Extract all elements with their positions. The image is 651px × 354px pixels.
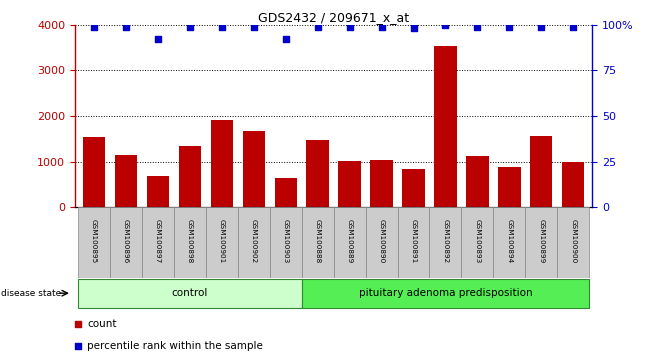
Bar [339, 161, 361, 207]
Text: count: count [87, 319, 117, 329]
Text: GSM100903: GSM100903 [283, 219, 288, 263]
Bar [434, 46, 456, 207]
FancyBboxPatch shape [206, 207, 238, 278]
Text: percentile rank within the sample: percentile rank within the sample [87, 341, 263, 352]
Title: GDS2432 / 209671_x_at: GDS2432 / 209671_x_at [258, 11, 409, 24]
Bar [115, 155, 137, 207]
Text: GSM100899: GSM100899 [538, 219, 544, 263]
Point [217, 24, 227, 29]
Bar [178, 145, 201, 207]
FancyBboxPatch shape [430, 207, 462, 278]
Point [73, 344, 83, 349]
Point [185, 24, 195, 29]
Point [121, 24, 132, 29]
Text: GSM100896: GSM100896 [123, 219, 129, 263]
Point [344, 24, 355, 29]
Text: GSM100894: GSM100894 [506, 219, 512, 263]
FancyBboxPatch shape [398, 207, 430, 278]
Bar [83, 137, 105, 207]
FancyBboxPatch shape [462, 207, 493, 278]
FancyBboxPatch shape [174, 207, 206, 278]
Text: pituitary adenoma predisposition: pituitary adenoma predisposition [359, 288, 533, 298]
Text: GSM100891: GSM100891 [411, 219, 417, 263]
Text: GSM100898: GSM100898 [187, 219, 193, 263]
Point [376, 24, 387, 29]
Text: disease state: disease state [1, 289, 62, 298]
Bar [402, 169, 424, 207]
FancyBboxPatch shape [78, 280, 301, 308]
FancyBboxPatch shape [366, 207, 398, 278]
FancyBboxPatch shape [525, 207, 557, 278]
Point [73, 321, 83, 327]
Text: GSM100889: GSM100889 [346, 219, 353, 263]
Point [568, 24, 579, 29]
Bar [530, 136, 553, 207]
Point [504, 24, 514, 29]
Text: GSM100897: GSM100897 [155, 219, 161, 263]
Bar [275, 178, 297, 207]
Point [153, 36, 163, 42]
Point [89, 24, 99, 29]
Text: GSM100888: GSM100888 [314, 219, 321, 263]
Text: GSM100900: GSM100900 [570, 219, 576, 263]
FancyBboxPatch shape [557, 207, 589, 278]
Point [249, 24, 259, 29]
Text: GSM100892: GSM100892 [443, 219, 449, 263]
FancyBboxPatch shape [334, 207, 366, 278]
FancyBboxPatch shape [301, 207, 334, 278]
FancyBboxPatch shape [110, 207, 142, 278]
Bar [466, 156, 489, 207]
Text: GSM100890: GSM100890 [379, 219, 385, 263]
Point [472, 24, 482, 29]
FancyBboxPatch shape [270, 207, 301, 278]
Text: GSM100901: GSM100901 [219, 219, 225, 263]
Bar [370, 160, 393, 207]
Bar [146, 176, 169, 207]
Bar [562, 162, 585, 207]
Point [536, 24, 546, 29]
Text: control: control [172, 288, 208, 298]
Point [312, 24, 323, 29]
FancyBboxPatch shape [301, 280, 589, 308]
FancyBboxPatch shape [238, 207, 270, 278]
Point [440, 22, 450, 28]
Text: GSM100893: GSM100893 [475, 219, 480, 263]
Bar [211, 120, 233, 207]
Point [281, 36, 291, 42]
Text: GSM100902: GSM100902 [251, 219, 256, 263]
FancyBboxPatch shape [493, 207, 525, 278]
FancyBboxPatch shape [78, 207, 110, 278]
Bar [498, 166, 521, 207]
Text: GSM100895: GSM100895 [91, 219, 97, 263]
Bar [307, 139, 329, 207]
FancyBboxPatch shape [142, 207, 174, 278]
Bar [243, 131, 265, 207]
Point [408, 25, 419, 31]
